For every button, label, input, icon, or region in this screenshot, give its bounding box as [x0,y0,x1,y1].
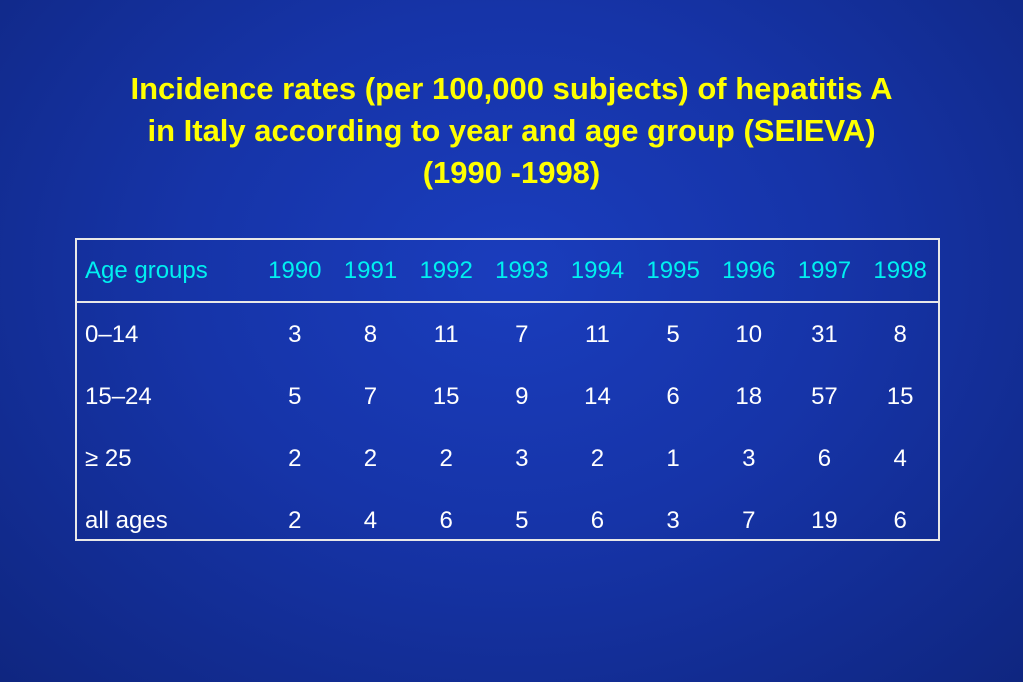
table-row: 15–24 5 7 15 9 14 6 18 57 15 [77,366,938,428]
table-cell: 6 [666,383,680,410]
column-header-year: 1995 [646,256,700,284]
table-row: all ages 2 4 6 5 6 3 7 19 6 [77,490,938,552]
table-cell: 7 [515,320,529,348]
row-label: 0–14 [85,320,139,348]
column-header-age-groups: Age groups [85,256,208,284]
slide-title: Incidence rates (per 100,000 subjects) o… [40,68,983,194]
table-cell: 10 [735,320,763,348]
table-cell: 11 [433,320,459,348]
table-cell: 8 [363,320,378,348]
table-cell: 3 [742,445,756,472]
table-cell: 2 [439,445,453,472]
column-header-year: 1998 [873,256,927,284]
table-cell: 6 [817,445,832,472]
title-line-3: (1990 -1998) [422,155,601,190]
table-cell: 19 [811,507,838,534]
table-cell: 6 [590,507,605,534]
table-cell: 57 [811,383,838,410]
table-cell: 5 [666,320,680,348]
column-header-year: 1991 [343,256,398,284]
table-cell: 2 [363,445,378,472]
table-cell: 15 [886,383,914,410]
table-cell: 7 [742,507,756,534]
table-cell: 5 [515,507,529,534]
row-label: all ages [85,507,168,534]
table-cell: 8 [893,320,907,348]
table-cell: 3 [666,507,680,534]
table-cell: 14 [584,383,611,410]
column-header-year: 1996 [722,256,776,284]
title-line-1: Incidence rates (per 100,000 subjects) o… [130,71,893,106]
table-cell: 7 [363,383,378,410]
table-cell: 5 [288,383,302,410]
table-cell: 18 [735,383,763,410]
title-line-2: in Italy according to year and age group… [147,113,876,148]
table-header-row: Age groups 1990 1991 1992 1993 1994 1995… [77,240,938,302]
table-cell: 2 [288,445,302,472]
table-cell: 6 [893,507,907,534]
table-row: ≥ 25 2 2 2 3 2 1 3 6 4 [77,428,938,490]
table-cell: 4 [893,445,907,472]
table-cell: 9 [515,383,529,410]
table-cell: 15 [432,383,460,410]
column-header-year: 1993 [495,256,549,284]
incidence-table-frame: Age groups 1990 1991 1992 1993 1994 1995… [75,238,940,541]
table-cell: 3 [288,320,302,348]
column-header-year: 1990 [268,256,322,284]
table-cell: 31 [811,320,838,348]
table-cell: 6 [439,507,453,534]
table-cell: 1 [666,445,680,472]
table-row: 0–14 3 8 11 7 11 5 10 31 8 [77,302,938,366]
incidence-table: Age groups 1990 1991 1992 1993 1994 1995… [77,240,938,552]
table-cell: 2 [288,507,302,534]
table-cell: 4 [363,507,378,534]
column-header-year: 1994 [570,256,625,284]
row-label: 15–24 [85,383,152,410]
table-cell: 2 [590,445,605,472]
column-header-year: 1992 [419,256,473,284]
row-label: ≥ 25 [85,445,132,472]
column-header-year: 1997 [797,256,852,284]
table-cell: 11 [584,320,610,348]
table-cell: 3 [515,445,529,472]
